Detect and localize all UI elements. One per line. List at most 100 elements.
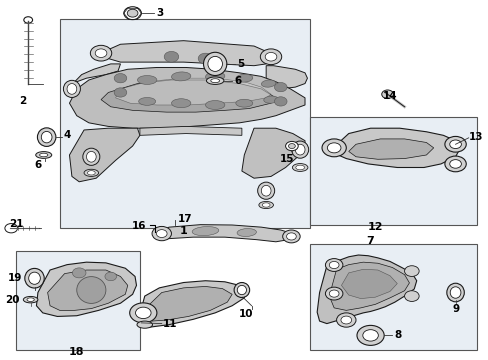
Circle shape: [328, 290, 338, 297]
Polygon shape: [47, 270, 127, 310]
Ellipse shape: [82, 148, 100, 165]
Ellipse shape: [139, 98, 155, 105]
Ellipse shape: [171, 72, 190, 81]
Polygon shape: [348, 139, 433, 159]
Ellipse shape: [237, 285, 246, 294]
Ellipse shape: [24, 17, 33, 23]
Bar: [309, 117, 476, 225]
Text: 14: 14: [382, 91, 397, 101]
Polygon shape: [64, 64, 120, 89]
Polygon shape: [341, 269, 396, 298]
Text: 2: 2: [19, 96, 26, 107]
Circle shape: [325, 258, 342, 271]
Circle shape: [325, 287, 342, 300]
Text: 1: 1: [180, 226, 187, 236]
Circle shape: [322, 139, 346, 157]
Ellipse shape: [285, 141, 298, 151]
Polygon shape: [265, 66, 307, 89]
Ellipse shape: [23, 296, 38, 303]
Ellipse shape: [27, 298, 34, 301]
Circle shape: [444, 136, 465, 152]
Text: 20: 20: [5, 295, 20, 305]
Text: 13: 13: [468, 132, 483, 142]
Circle shape: [286, 233, 296, 240]
Circle shape: [95, 49, 107, 58]
Text: 9: 9: [451, 304, 458, 314]
Ellipse shape: [25, 269, 44, 288]
Polygon shape: [37, 262, 136, 316]
Polygon shape: [96, 41, 270, 66]
Polygon shape: [139, 281, 246, 327]
Ellipse shape: [263, 96, 278, 103]
Ellipse shape: [261, 80, 275, 87]
Text: 17: 17: [178, 214, 192, 224]
Text: 6: 6: [234, 76, 242, 86]
Ellipse shape: [192, 226, 218, 235]
Circle shape: [274, 97, 286, 106]
Ellipse shape: [206, 77, 224, 85]
Ellipse shape: [87, 171, 95, 175]
Circle shape: [404, 266, 418, 276]
Ellipse shape: [137, 321, 152, 328]
Ellipse shape: [41, 131, 52, 143]
Ellipse shape: [40, 153, 48, 157]
Ellipse shape: [205, 72, 224, 81]
Polygon shape: [156, 225, 295, 242]
Circle shape: [5, 224, 18, 233]
Circle shape: [381, 90, 393, 99]
Polygon shape: [140, 126, 242, 135]
Ellipse shape: [257, 182, 274, 199]
Circle shape: [328, 261, 338, 269]
Circle shape: [282, 230, 300, 243]
Circle shape: [114, 88, 126, 97]
Ellipse shape: [36, 152, 52, 158]
Ellipse shape: [137, 76, 157, 85]
Circle shape: [449, 140, 461, 149]
Ellipse shape: [295, 144, 305, 155]
Circle shape: [404, 291, 418, 301]
Ellipse shape: [171, 99, 190, 108]
Ellipse shape: [449, 287, 460, 298]
Text: 7: 7: [366, 237, 374, 247]
Ellipse shape: [261, 185, 270, 196]
Circle shape: [114, 73, 126, 83]
Ellipse shape: [234, 283, 249, 297]
Text: 21: 21: [9, 219, 23, 229]
Polygon shape: [328, 128, 460, 167]
Ellipse shape: [203, 52, 226, 76]
Ellipse shape: [235, 74, 252, 82]
Circle shape: [135, 307, 151, 319]
Ellipse shape: [207, 57, 222, 71]
Ellipse shape: [205, 100, 224, 109]
Polygon shape: [144, 287, 232, 321]
Circle shape: [362, 330, 378, 341]
Text: 6: 6: [34, 159, 41, 170]
Text: 8: 8: [393, 330, 400, 341]
Ellipse shape: [292, 163, 307, 171]
Circle shape: [264, 53, 276, 61]
Circle shape: [336, 313, 355, 327]
Ellipse shape: [237, 229, 256, 237]
Text: 5: 5: [237, 59, 244, 69]
Circle shape: [449, 159, 461, 168]
Ellipse shape: [67, 84, 77, 94]
Circle shape: [260, 49, 281, 64]
Ellipse shape: [262, 203, 269, 207]
Circle shape: [164, 51, 179, 62]
Polygon shape: [101, 80, 275, 112]
Circle shape: [129, 303, 157, 323]
Circle shape: [444, 156, 465, 172]
Circle shape: [156, 230, 167, 238]
Ellipse shape: [86, 152, 96, 162]
Polygon shape: [115, 78, 270, 105]
Text: 15: 15: [279, 154, 294, 164]
Ellipse shape: [210, 79, 219, 83]
Ellipse shape: [77, 276, 106, 303]
Circle shape: [90, 45, 111, 61]
Bar: [309, 244, 476, 350]
Text: 12: 12: [367, 222, 383, 232]
Text: 18: 18: [69, 347, 84, 357]
Text: 11: 11: [163, 319, 177, 329]
Circle shape: [198, 53, 212, 64]
Circle shape: [274, 82, 286, 92]
